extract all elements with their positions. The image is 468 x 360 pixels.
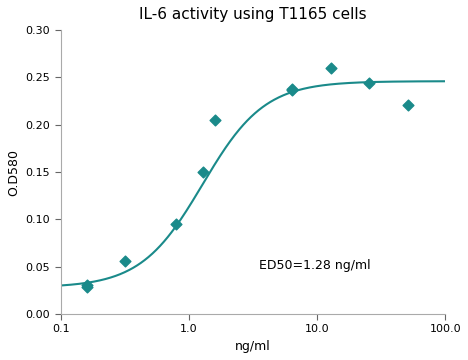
Point bbox=[288, 86, 296, 92]
Point bbox=[288, 87, 296, 93]
Point bbox=[199, 169, 206, 175]
X-axis label: ng/ml: ng/ml bbox=[235, 340, 271, 353]
Title: IL-6 activity using T1165 cells: IL-6 activity using T1165 cells bbox=[139, 7, 367, 22]
Point bbox=[211, 117, 219, 123]
Point bbox=[404, 102, 412, 108]
Y-axis label: O.D580: O.D580 bbox=[7, 149, 20, 195]
Text: ED50=1.28 ng/ml: ED50=1.28 ng/ml bbox=[259, 258, 370, 272]
Point bbox=[83, 282, 91, 288]
Point bbox=[122, 258, 129, 264]
Point bbox=[366, 80, 373, 86]
Point bbox=[173, 221, 180, 227]
Point bbox=[83, 284, 91, 289]
Point bbox=[327, 65, 335, 71]
